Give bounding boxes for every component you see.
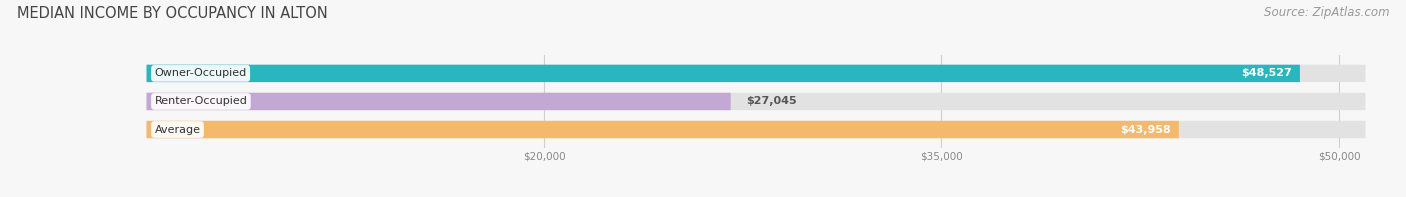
Text: Owner-Occupied: Owner-Occupied (155, 68, 246, 78)
Text: MEDIAN INCOME BY OCCUPANCY IN ALTON: MEDIAN INCOME BY OCCUPANCY IN ALTON (17, 6, 328, 21)
Text: $48,527: $48,527 (1241, 68, 1292, 78)
FancyBboxPatch shape (146, 121, 1178, 138)
FancyBboxPatch shape (146, 93, 731, 110)
FancyBboxPatch shape (146, 65, 1365, 82)
FancyBboxPatch shape (146, 121, 1365, 138)
Text: Average: Average (155, 125, 201, 135)
FancyBboxPatch shape (146, 65, 1301, 82)
Text: $27,045: $27,045 (747, 97, 797, 106)
Text: $43,958: $43,958 (1121, 125, 1171, 135)
Text: Source: ZipAtlas.com: Source: ZipAtlas.com (1264, 6, 1389, 19)
Text: Renter-Occupied: Renter-Occupied (155, 97, 247, 106)
FancyBboxPatch shape (146, 93, 1365, 110)
